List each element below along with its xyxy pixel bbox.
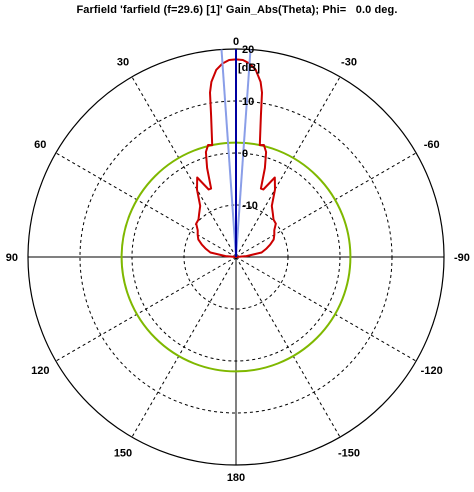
beam-line-2 (235, 49, 252, 258)
angle-tick-label: -120 (421, 365, 443, 377)
angle-tick-label: 0 (233, 36, 239, 48)
grid-spoke-150 (235, 256, 341, 438)
angle-tick-label: -150 (338, 448, 360, 460)
radial-tick-label: 20 (242, 44, 254, 56)
radial-tick-label: 0 (242, 148, 248, 160)
radial-tick-label: 10 (242, 96, 254, 108)
angle-tick-label: -30 (341, 56, 357, 68)
radial-unit-label: [dB] (238, 62, 260, 74)
angle-tick-label: 150 (114, 448, 132, 460)
angle-tick-label: 60 (34, 139, 46, 151)
grid-spoke-300 (55, 152, 237, 258)
grid-spoke-210 (131, 256, 237, 438)
angle-tick-label: 30 (117, 56, 129, 68)
label-layer: 0 -30 -60 -90 -120 -150 180 150 120 90 60 30 20 10 0 -1… (6, 36, 470, 484)
angle-tick-label: 180 (227, 472, 245, 484)
chart-title: Farfield 'farfield (f=29.6) [1]' Gain_Ab… (76, 4, 398, 16)
grid-spoke-30 (235, 76, 341, 258)
grid-spoke-330 (131, 76, 237, 258)
pattern-layer (120, 49, 352, 373)
angle-tick-label: 120 (31, 365, 49, 377)
angle-tick-label: -90 (454, 252, 470, 264)
beam-line-1 (220, 49, 237, 258)
grid-spoke-60 (235, 152, 417, 258)
angle-tick-label: 90 (6, 252, 18, 264)
angle-tick-label: -60 (424, 139, 440, 151)
grid-spoke-240 (55, 256, 237, 362)
grid-spoke-120 (235, 256, 417, 362)
radial-tick-label: -10 (242, 200, 258, 212)
